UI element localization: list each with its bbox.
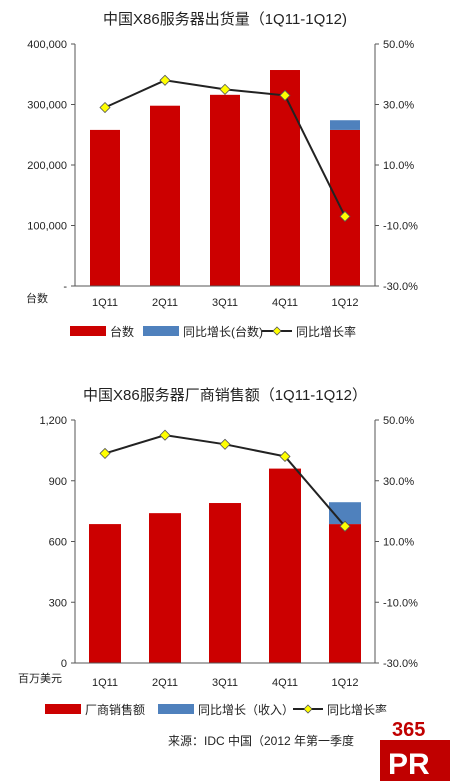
- shipment-chart: 中国X86服务器出货量（1Q11-1Q12) 台数 400,000 300,000…: [26, 11, 418, 339]
- bar-1Q12: [330, 129, 360, 286]
- pr365-logo-icon: 365 PR: [380, 712, 450, 781]
- legend-swatch-stack: [158, 704, 194, 714]
- left-tick-label: 600: [49, 537, 67, 549]
- legend-label-line: 同比增长率: [296, 324, 356, 339]
- bar-3Q11: [209, 503, 241, 663]
- left-tick-label: 400,000: [27, 39, 67, 51]
- right-tick-label: 30.0%: [383, 100, 414, 112]
- category-label-2Q11: 2Q11: [152, 677, 178, 689]
- right-tick-label: -10.0%: [383, 597, 418, 609]
- category-label-1Q12: 1Q12: [332, 297, 359, 309]
- bar-1Q11: [90, 129, 120, 286]
- left-tick-label: 1,200: [39, 415, 67, 427]
- legend-marker: [303, 704, 313, 714]
- stack-bar-1Q12: [330, 120, 360, 130]
- growth-rate-point-4Q11: [279, 89, 291, 101]
- shipment-chart-title: 中国X86服务器出货量（1Q11-1Q12): [103, 11, 347, 28]
- growth-rate-point-4Q11: [279, 450, 291, 463]
- legend-label-stack: 同比增长（收入）: [198, 703, 294, 717]
- category-label-3Q11: 3Q11: [212, 297, 238, 309]
- category-label-4Q11: 4Q11: [272, 297, 298, 309]
- category-label-1Q11: 1Q11: [92, 677, 118, 689]
- growth-rate-point-1Q12: [339, 520, 351, 532]
- growth-rate-point-2Q11: [159, 74, 171, 86]
- category-label-1Q11: 1Q11: [92, 297, 118, 309]
- growth-rate-point-3Q11: [219, 438, 231, 450]
- right-tick-label: 50.0%: [383, 39, 414, 51]
- bar-4Q11: [270, 70, 300, 286]
- bar-4Q11: [269, 468, 301, 663]
- right-tick-label: 10.0%: [383, 537, 414, 549]
- growth-rate-point-1Q11: [99, 447, 111, 459]
- left-tick-label: 900: [49, 476, 67, 488]
- category-label-4Q11: 4Q11: [272, 677, 298, 689]
- left-tick-label: 200,000: [27, 160, 67, 172]
- revenue-chart-title: 中国X86服务器厂商销售额（1Q11-1Q12）: [83, 387, 367, 404]
- left-tick-label: 300,000: [27, 100, 67, 112]
- legend-label-stack: 同比增长(台数): [183, 324, 263, 339]
- legend-label-bar: 厂商销售额: [85, 702, 145, 717]
- bar-1Q11: [89, 524, 121, 663]
- growth-rate-point-1Q11: [99, 101, 111, 114]
- legend-swatch-bar: [45, 704, 81, 714]
- bar-2Q11: [149, 513, 181, 663]
- shipment-y-axis-label: 台数: [26, 291, 48, 305]
- growth-rate-point-3Q11: [219, 83, 231, 95]
- bar-3Q11: [210, 94, 240, 286]
- revenue-y-axis-label: 百万美元: [18, 672, 62, 685]
- legend-marker: [272, 326, 282, 336]
- revenue-chart: 中国X86服务器厂商销售额（1Q11-1Q12） 百万美元 1,200 900 60…: [18, 387, 418, 717]
- right-tick-label: -30.0%: [383, 658, 418, 670]
- growth-rate-point-1Q12: [339, 210, 351, 222]
- legend-label-bar: 台数: [110, 324, 134, 339]
- bar-2Q11: [150, 105, 180, 287]
- legend-swatch-bar: [70, 326, 106, 336]
- stack-bar-1Q12: [329, 502, 361, 525]
- right-tick-label: -10.0%: [383, 221, 418, 233]
- right-tick-label: 30.0%: [383, 476, 414, 488]
- growth-rate-point-2Q11: [159, 429, 171, 441]
- category-label-1Q12: 1Q12: [332, 677, 359, 689]
- right-tick-label: -30.0%: [383, 281, 418, 293]
- source-note: 来源：IDC 中国（2012 年第一季度: [168, 733, 354, 748]
- category-label-3Q11: 3Q11: [212, 677, 238, 689]
- legend-label-line: 同比增长率: [327, 702, 387, 717]
- right-tick-label: 10.0%: [383, 160, 414, 172]
- category-label-2Q11: 2Q11: [152, 297, 178, 309]
- logo-number: 365: [392, 719, 425, 741]
- left-tick-label: 0: [61, 658, 67, 670]
- bar-1Q12: [329, 524, 361, 663]
- left-tick-label: -: [63, 281, 67, 293]
- left-tick-label: 300: [49, 597, 67, 609]
- logo-letters: PR: [388, 748, 430, 781]
- right-tick-label: 50.0%: [383, 415, 414, 427]
- left-tick-label: 100,000: [27, 221, 67, 233]
- legend-swatch-stack: [143, 326, 179, 336]
